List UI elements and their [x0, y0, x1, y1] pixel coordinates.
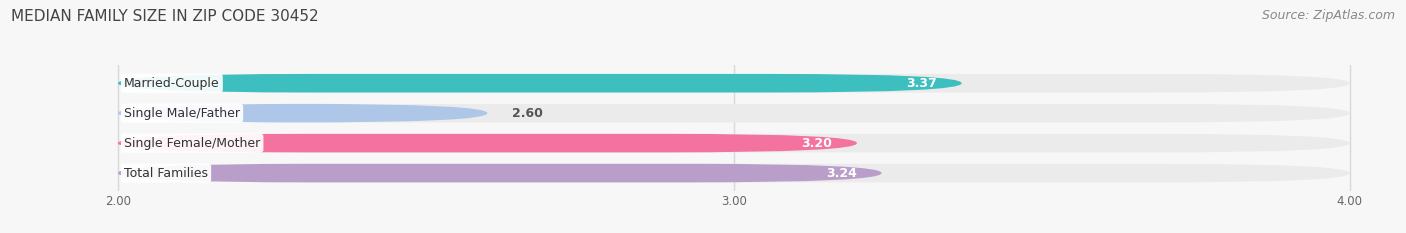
Text: 3.24: 3.24 — [827, 167, 858, 180]
Text: Single Male/Father: Single Male/Father — [124, 107, 240, 120]
FancyBboxPatch shape — [118, 164, 882, 182]
FancyBboxPatch shape — [118, 134, 1350, 152]
Text: Married-Couple: Married-Couple — [124, 77, 219, 90]
FancyBboxPatch shape — [118, 104, 488, 123]
FancyBboxPatch shape — [118, 164, 1350, 182]
FancyBboxPatch shape — [118, 74, 962, 93]
Text: Source: ZipAtlas.com: Source: ZipAtlas.com — [1261, 9, 1395, 22]
Text: 2.60: 2.60 — [512, 107, 543, 120]
FancyBboxPatch shape — [118, 104, 1350, 123]
Text: Single Female/Mother: Single Female/Mother — [124, 137, 260, 150]
Text: 3.37: 3.37 — [907, 77, 936, 90]
FancyBboxPatch shape — [118, 74, 1350, 93]
Text: Total Families: Total Families — [124, 167, 208, 180]
Text: MEDIAN FAMILY SIZE IN ZIP CODE 30452: MEDIAN FAMILY SIZE IN ZIP CODE 30452 — [11, 9, 319, 24]
FancyBboxPatch shape — [118, 134, 858, 152]
Text: 3.20: 3.20 — [801, 137, 832, 150]
